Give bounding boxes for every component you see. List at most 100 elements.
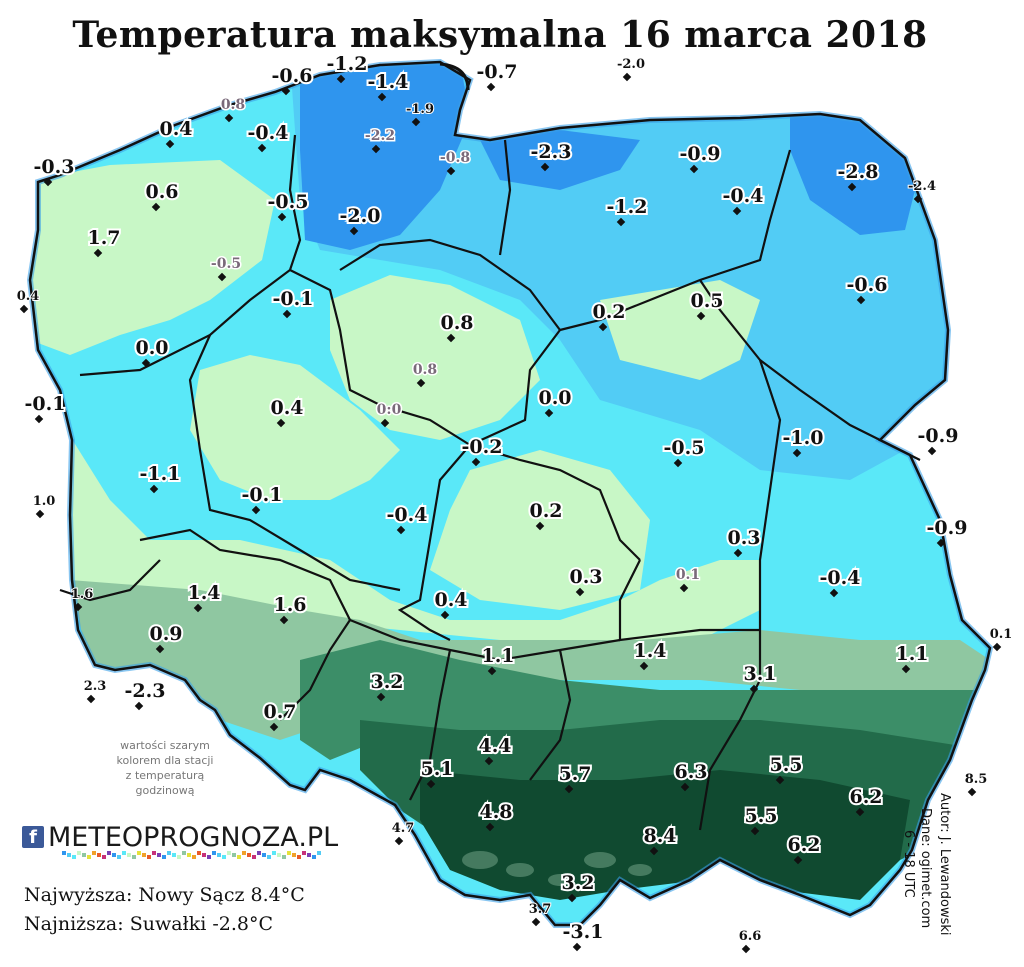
site-logo[interactable]: f METEOPROGNOZA.PL	[22, 820, 338, 854]
station[interactable]: -0.7	[475, 59, 519, 92]
station-marker	[733, 548, 743, 558]
station[interactable]: 1.7	[85, 225, 123, 258]
station[interactable]: -0.9	[678, 141, 722, 174]
station[interactable]: 6.2	[785, 832, 823, 865]
station[interactable]: 0.1	[989, 626, 1013, 652]
station[interactable]: -2.0	[338, 203, 382, 236]
station[interactable]: 0.3	[725, 525, 763, 558]
station-marker	[649, 846, 659, 856]
station[interactable]: 1.1	[893, 641, 931, 674]
station[interactable]: -0.4	[818, 565, 862, 598]
station[interactable]: 5.5	[767, 752, 805, 785]
station[interactable]: -2.2	[363, 127, 397, 154]
station[interactable]: -0.9	[925, 515, 969, 548]
station[interactable]: 1.0	[32, 493, 56, 519]
station[interactable]: 3.2	[368, 669, 406, 702]
station[interactable]: 0.2	[590, 299, 628, 332]
station[interactable]: 4.8	[477, 799, 515, 832]
strip-cell	[232, 853, 236, 857]
station[interactable]: 0.2	[527, 498, 565, 531]
station-marker	[19, 304, 29, 314]
station[interactable]: 0.1	[674, 566, 702, 593]
station[interactable]: 3.1	[741, 661, 779, 694]
station[interactable]: -0.1	[240, 482, 284, 515]
station[interactable]: -0.5	[662, 435, 706, 468]
station[interactable]: 0.8	[219, 96, 247, 123]
station[interactable]: 1.6	[271, 592, 309, 625]
station[interactable]: -0.3	[32, 154, 76, 187]
station[interactable]: -2.8	[836, 159, 880, 192]
station[interactable]: -1.1	[138, 461, 182, 494]
station[interactable]: -0.6	[845, 272, 889, 305]
station-marker	[149, 484, 159, 494]
station[interactable]: -0.4	[385, 502, 429, 535]
station[interactable]: -0.2	[460, 434, 504, 467]
station[interactable]: 5.7	[556, 761, 594, 794]
station[interactable]: 0.7	[261, 699, 299, 732]
station[interactable]: 6.2	[847, 784, 885, 817]
station[interactable]: -2.4	[907, 178, 937, 204]
station[interactable]: 0:0	[375, 401, 403, 428]
station[interactable]: 6.6	[738, 928, 762, 954]
station[interactable]: 5.1	[418, 756, 456, 789]
station[interactable]: 1.4	[631, 638, 669, 671]
station[interactable]: -0.1	[23, 391, 67, 424]
station[interactable]: -1.2	[605, 194, 649, 227]
station-value: 3.2	[370, 671, 403, 693]
station[interactable]: -0.8	[438, 149, 472, 176]
station[interactable]: 0.4	[157, 116, 195, 149]
station[interactable]: -1.4	[366, 69, 410, 102]
station[interactable]: -0.6	[270, 63, 314, 96]
station-value: 0.2	[592, 301, 625, 323]
strip-cell	[267, 855, 271, 859]
station[interactable]: 0.4	[268, 395, 306, 428]
station[interactable]: 0.5	[688, 288, 726, 321]
strip-cell	[312, 855, 316, 859]
station-marker	[394, 836, 404, 846]
station[interactable]: -1.2	[325, 51, 369, 84]
station[interactable]: 4.7	[391, 820, 415, 846]
station[interactable]: -1.9	[405, 101, 435, 127]
station[interactable]: 0.8	[411, 361, 439, 388]
station[interactable]: -0.4	[721, 183, 765, 216]
station[interactable]: 0.0	[133, 335, 171, 368]
station[interactable]: -0.9	[916, 423, 960, 456]
station[interactable]: 6.3	[672, 759, 710, 792]
station-value: -0.2	[462, 436, 503, 458]
station[interactable]: -2.3	[123, 678, 167, 711]
station[interactable]: 8.5	[964, 771, 988, 797]
facebook-icon[interactable]: f	[22, 826, 44, 848]
station-value: -0.4	[723, 185, 764, 207]
station[interactable]: 0.4	[16, 288, 40, 314]
station[interactable]: -1.0	[781, 425, 825, 458]
station-value: 3.7	[529, 902, 552, 917]
station[interactable]: 1.1	[479, 643, 517, 676]
strip-cell	[87, 855, 91, 859]
station-value: -0.4	[820, 567, 861, 589]
station[interactable]: 3.2	[559, 870, 597, 903]
station-marker	[269, 722, 279, 732]
station[interactable]: -0.5	[209, 255, 243, 282]
station[interactable]: 0.9	[147, 621, 185, 654]
station[interactable]: 0.6	[143, 179, 181, 212]
station[interactable]: -3.1	[561, 919, 605, 952]
station[interactable]: 4.4	[476, 733, 514, 766]
station[interactable]: 1.6	[70, 586, 94, 612]
station[interactable]: 0.4	[432, 587, 470, 620]
station[interactable]: -0.4	[246, 120, 290, 153]
strip-cell	[102, 855, 106, 859]
station[interactable]: -0.1	[271, 286, 315, 319]
station[interactable]: 8.4	[641, 823, 679, 856]
station[interactable]: 0.0	[536, 385, 574, 418]
station[interactable]: 0.3	[567, 564, 605, 597]
logo-text: METEOPROGNOZA.PL	[48, 821, 339, 853]
station[interactable]: 3.7	[528, 901, 552, 927]
station[interactable]: -2.0	[616, 56, 646, 82]
station[interactable]: 2.3	[83, 678, 107, 704]
station[interactable]: 5.5	[742, 803, 780, 836]
voivodeship-borders	[26, 58, 994, 928]
station-marker	[380, 418, 390, 428]
station[interactable]: 0.8	[438, 310, 476, 343]
station-marker	[165, 139, 175, 149]
station[interactable]: -0.5	[266, 189, 310, 222]
